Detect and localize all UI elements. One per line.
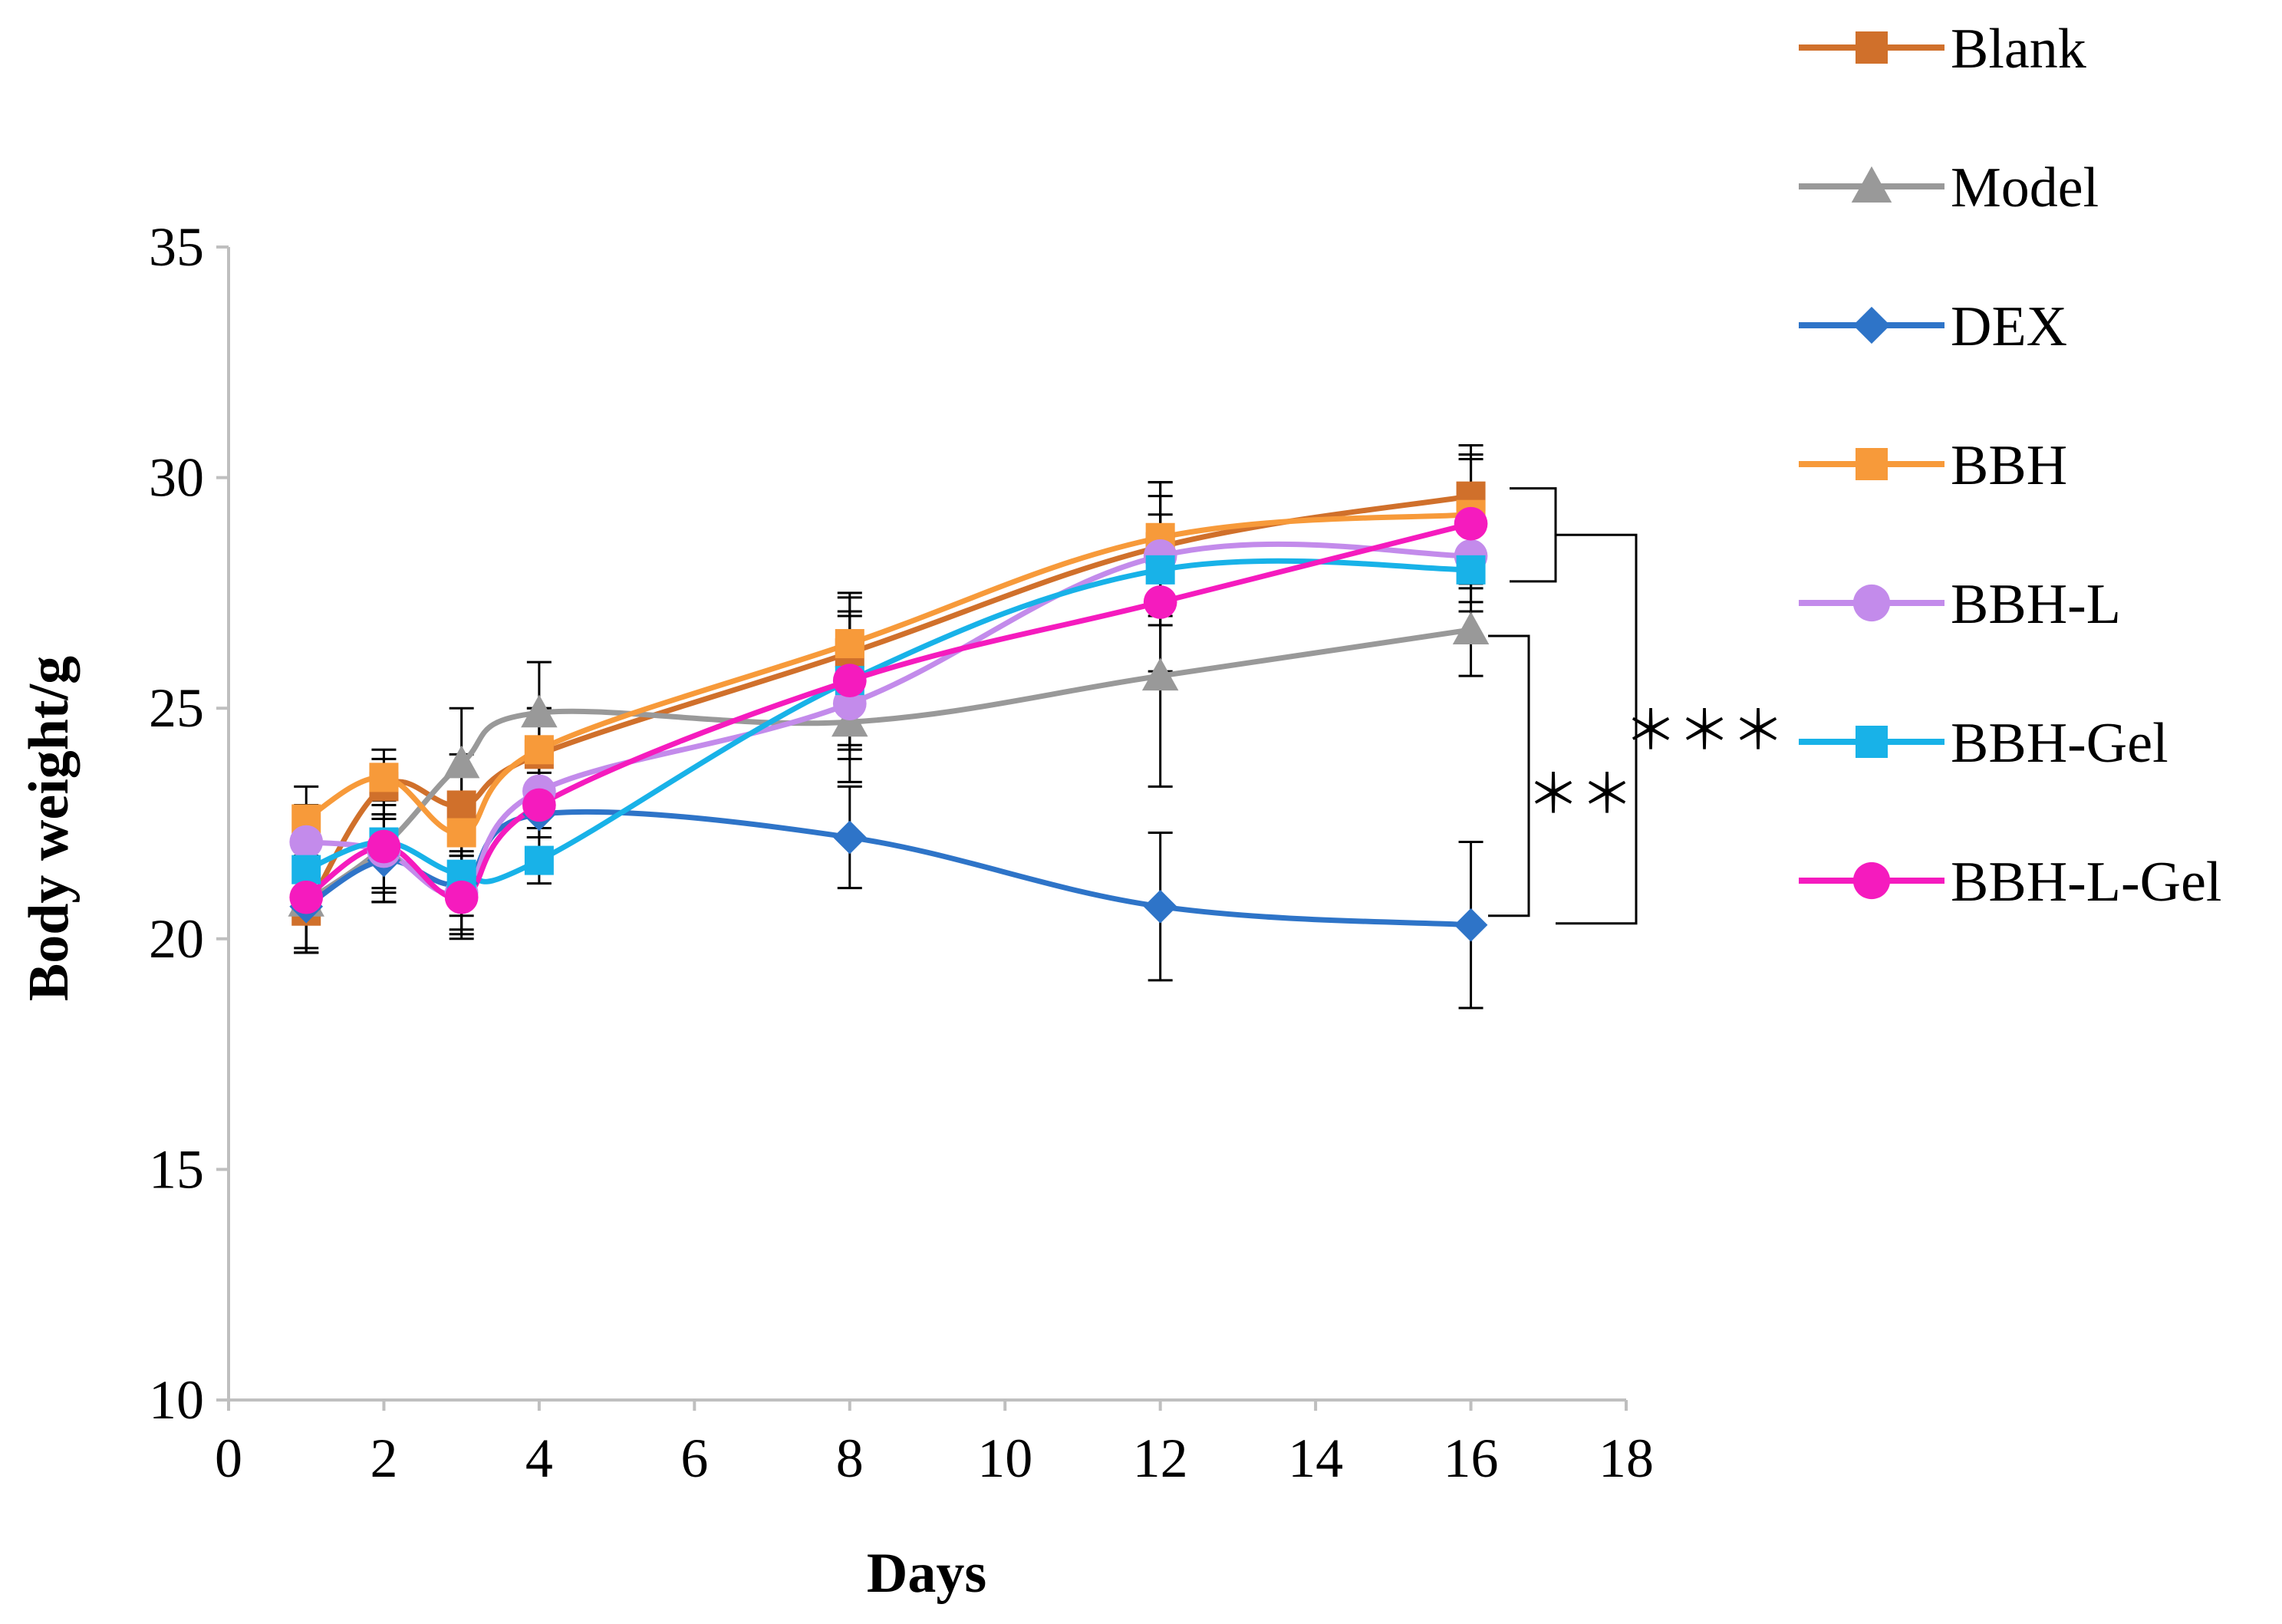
y-tick-label: 15 [149, 1138, 204, 1200]
data-point-dex [1143, 889, 1177, 924]
error-bars [294, 444, 1483, 1010]
y-tick-label: 10 [149, 1369, 204, 1431]
x-tick-label: 10 [977, 1428, 1032, 1489]
x-tick-label: 4 [525, 1428, 553, 1489]
x-tick-label: 18 [1599, 1428, 1654, 1489]
data-point-bbh-gel [524, 845, 554, 875]
data-point-bbh [835, 629, 864, 659]
data-point-model [1452, 611, 1490, 644]
data-point-bbh-l-gel [367, 829, 401, 864]
data-point-model [521, 694, 558, 728]
data-point-bbh-gel [1456, 555, 1486, 585]
x-tick-label: 2 [370, 1428, 397, 1489]
x-axis-title: Days [867, 1542, 986, 1605]
y-tick-label: 30 [149, 447, 204, 509]
significance-annotations: ＊＊＊＊＊ [1488, 487, 1785, 925]
data-point-bbh-gel [1145, 555, 1175, 585]
legend-label-bbh-l-gel: BBH-L-Gel [1951, 851, 2222, 914]
data-point-model [443, 745, 480, 779]
x-tick-label: 0 [215, 1428, 242, 1489]
x-tick-label: 16 [1444, 1428, 1499, 1489]
y-tick-label: 35 [149, 216, 204, 278]
series-line-blank [303, 493, 1474, 914]
legend-marker-bbh-gel [1856, 726, 1888, 758]
bracket-model-vs-dex [1488, 634, 1530, 917]
y-tick-label: 20 [149, 908, 204, 970]
data-point-dex [1454, 908, 1488, 942]
bracket-treated-vs-dex [1556, 533, 1638, 925]
series-markers [288, 481, 1490, 942]
legend: Blank Model DEX BBH BBH-L BBH-Gel BBH-L-Gel [1799, 18, 2222, 914]
legend-label-blank: Blank [1951, 18, 2086, 81]
data-point-bbh-l [289, 825, 324, 859]
data-point-bbh [524, 735, 554, 765]
legend-label-bbh-l: BBH-L [1951, 573, 2121, 636]
data-point-bbh [369, 763, 399, 792]
y-tick-label: 25 [149, 677, 204, 739]
legend-marker-model [1851, 166, 1892, 203]
data-point-bbh-l-gel [444, 880, 479, 914]
legend-marker-bbh [1856, 448, 1888, 480]
legend-marker-bbh-l-gel [1852, 861, 1891, 900]
axes: 0 2 4 6 8 10 12 14 16 18 10 15 20 25 30 35 [149, 216, 1654, 1489]
series-lines [303, 493, 1474, 928]
x-tick-label: 6 [680, 1428, 708, 1489]
data-point-bbh-l-gel [1143, 585, 1177, 619]
data-point-bbh-l-gel [522, 788, 556, 822]
series-line-bbh-gel [303, 558, 1474, 884]
legend-marker-dex [1852, 306, 1891, 344]
data-point-dex [832, 820, 867, 855]
data-point-model [1141, 657, 1179, 691]
significance-label-triple: ＊＊＊ [1624, 703, 1785, 762]
legend-marker-bbh-l [1852, 584, 1891, 622]
series-line-model [303, 627, 1474, 905]
series-line-bbh-l-gel [303, 521, 1474, 901]
series-line-bbh-l [303, 541, 1474, 898]
y-axis-title: Body weight/g [18, 656, 81, 1001]
x-tick-label: 14 [1288, 1428, 1343, 1489]
data-point-bbh-l-gel [289, 880, 324, 914]
significance-label-double: ＊＊ [1526, 766, 1634, 825]
data-point-bbh-l [832, 687, 867, 721]
data-point-bbh-l-gel [832, 664, 867, 697]
legend-label-model: Model [1951, 156, 2099, 219]
legend-label-bbh: BBH [1951, 434, 2067, 497]
series-line-bbh [303, 512, 1474, 836]
x-tick-label: 12 [1133, 1428, 1188, 1489]
legend-marker-blank [1856, 31, 1888, 64]
legend-label-bbh-gel: BBH-Gel [1951, 712, 2168, 775]
x-tick-label: 8 [836, 1428, 864, 1489]
bracket-treated-groups [1510, 487, 1557, 583]
data-point-blank [446, 790, 476, 820]
data-point-bbh-gel [291, 855, 321, 884]
legend-label-dex: DEX [1951, 295, 2067, 358]
data-point-bbh [446, 818, 476, 848]
data-point-bbh-l-gel [1454, 506, 1488, 541]
